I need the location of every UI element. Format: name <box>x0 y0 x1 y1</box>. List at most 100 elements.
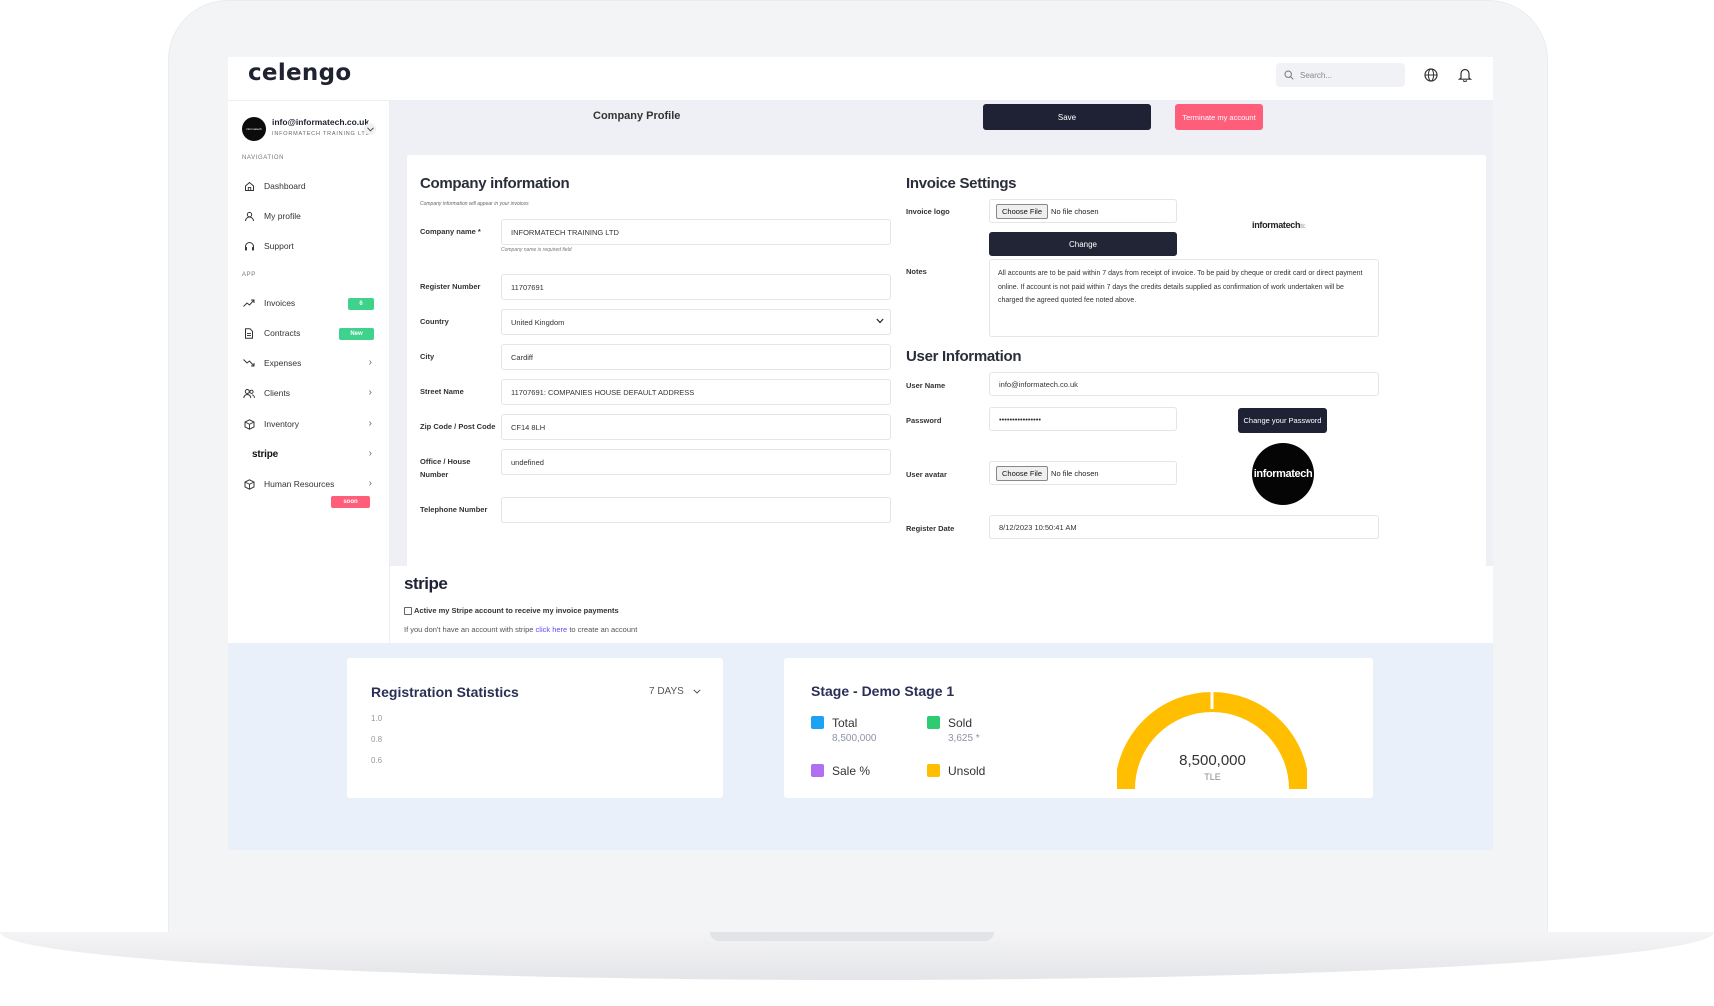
sidebar-item-label: Contracts <box>264 328 301 338</box>
stripe-note-prefix: If you don't have an account with stripe <box>404 625 534 634</box>
legend-swatch-sold <box>927 716 940 729</box>
human-resources-soon-badge: soon <box>331 496 370 508</box>
city-input[interactable]: Cardiff <box>501 344 891 370</box>
chevron-right-icon: › <box>368 418 372 429</box>
account-company: INFORMATECH TRAINING LTD <box>272 131 371 137</box>
stripe-click-here-link[interactable]: click here <box>535 625 568 634</box>
change-password-button[interactable]: Change your Password <box>1238 408 1327 433</box>
company-name-hint: Company name is required field <box>501 247 572 253</box>
street-name-input[interactable]: 11707691: COMPANIES HOUSE DEFAULT ADDRES… <box>501 379 891 405</box>
telephone-number-label: Telephone Number <box>420 505 488 514</box>
company-name-input[interactable]: INFORMATECH TRAINING LTD <box>501 219 891 245</box>
register-date-label: Register Date <box>906 524 955 533</box>
user-avatar: informatech <box>1252 443 1314 505</box>
stripe-activate-label: Active my Stripe account to receive my i… <box>414 606 619 615</box>
users-icon <box>242 386 256 400</box>
sidebar-item-inventory[interactable]: Inventory › <box>242 415 378 433</box>
sidebar-item-label: Human Resources <box>264 479 335 489</box>
country-select[interactable]: United Kingdom <box>501 309 891 335</box>
legend-value-sold: 3,625 * <box>948 733 980 744</box>
search-input[interactable]: Search... <box>1276 63 1405 87</box>
user-avatar-file-input[interactable]: Choose File No file chosen <box>989 461 1177 485</box>
invoice-settings-title: Invoice Settings <box>906 175 1017 192</box>
stripe-activate-checkbox[interactable]: Active my Stripe account to receive my i… <box>404 606 619 615</box>
legend-label-sold: Sold <box>948 716 973 730</box>
sidebar-item-support[interactable]: Support <box>242 237 378 255</box>
chevron-down-icon <box>876 318 884 324</box>
zip-code-input[interactable]: CF14 8LH <box>501 414 891 440</box>
sidebar-item-expenses[interactable]: Expenses › <box>242 354 378 372</box>
chevron-down-icon <box>693 689 701 694</box>
sidebar-item-clients[interactable]: Clients › <box>242 384 378 402</box>
legend-value-total: 8,500,000 <box>832 733 877 744</box>
period-dropdown-value: 7 DAYS <box>649 686 684 697</box>
user-name-label: User Name <box>906 381 946 390</box>
change-logo-button[interactable]: Change <box>989 232 1177 256</box>
notes-textarea[interactable]: All accounts are to be paid within 7 day… <box>989 259 1379 337</box>
chevron-right-icon: › <box>368 357 372 368</box>
sidebar-item-human-resources[interactable]: Human Resources › <box>242 475 378 493</box>
box-icon <box>242 477 256 491</box>
stage-title: Stage - Demo Stage 1 <box>811 683 955 699</box>
app-screen: celengo Search... informatech info@infor… <box>228 57 1493 850</box>
y-axis-tick: 0.8 <box>371 735 383 744</box>
sidebar-heading-navigation: NAVIGATION <box>242 155 285 161</box>
sidebar-item-label: Invoices <box>264 298 296 308</box>
account-avatar[interactable]: informatech <box>242 117 266 141</box>
password-label: Password <box>906 416 942 425</box>
registration-statistics-card: Registration Statistics 7 DAYS 1.0 0.8 0… <box>347 658 723 798</box>
stripe-card: stripe Active my Stripe account to recei… <box>390 566 1493 644</box>
sidebar-heading-app: APP <box>242 272 256 278</box>
invoices-count-badge: 6 <box>348 298 374 310</box>
sidebar-item-stripe[interactable]: stripe › <box>242 445 378 463</box>
sidebar-item-invoices[interactable]: Invoices 6 <box>242 294 378 312</box>
sidebar-item-label: Dashboard <box>264 181 306 191</box>
search-icon <box>1284 70 1294 80</box>
stage-card: Stage - Demo Stage 1 Total 8,500,000 Sol… <box>784 658 1373 798</box>
user-name-input[interactable]: info@informatech.co.uk <box>989 372 1379 396</box>
stripe-logo: stripe <box>252 448 279 460</box>
bell-icon[interactable] <box>1458 67 1472 82</box>
country-select-value: United Kingdom <box>511 317 565 327</box>
choose-file-button[interactable]: Choose File <box>996 465 1049 481</box>
telephone-number-input[interactable] <box>501 497 891 523</box>
company-information-subtitle: Company information will appear in your … <box>420 201 529 207</box>
choose-file-button[interactable]: Choose File <box>996 203 1049 219</box>
globe-icon[interactable] <box>1424 68 1438 82</box>
terminate-account-button[interactable]: Terminate my account <box>1175 104 1263 130</box>
y-axis-tick: 0.6 <box>371 756 383 765</box>
sidebar-item-label: Clients <box>264 388 290 398</box>
period-dropdown[interactable]: 7 DAYS <box>649 686 701 697</box>
account-menu-button[interactable] <box>364 123 376 135</box>
street-name-label: Street Name <box>420 387 464 396</box>
invoice-logo-label: Invoice logo <box>906 207 950 216</box>
invoice-logo-preview: informatechltc <box>1252 220 1306 230</box>
register-number-input[interactable]: 11707691 <box>501 274 891 300</box>
laptop-notch <box>710 932 994 941</box>
chevron-right-icon: › <box>368 448 372 459</box>
stage-donut-chart <box>1117 687 1307 790</box>
sidebar-item-contracts[interactable]: Contracts New <box>242 324 378 342</box>
checkbox[interactable] <box>404 606 412 615</box>
stripe-note: If you don't have an account with stripe… <box>404 625 637 634</box>
save-button[interactable]: Save <box>983 104 1151 130</box>
notes-label: Notes <box>906 267 927 276</box>
company-profile-card: Company information Company information … <box>407 155 1486 599</box>
no-file-chosen-text: No file chosen <box>1051 468 1099 478</box>
search-placeholder: Search... <box>1300 70 1333 80</box>
legend-label-unsold: Unsold <box>948 764 986 778</box>
donut-center-value: 8,500,000 <box>1179 752 1246 769</box>
trend-up-icon <box>242 296 256 310</box>
trend-down-icon <box>242 356 256 370</box>
legend-swatch-total <box>811 716 824 729</box>
password-input[interactable]: •••••••••••••••• <box>989 407 1177 431</box>
headset-icon <box>242 239 256 253</box>
sidebar-item-dashboard[interactable]: Dashboard <box>242 177 378 195</box>
office-house-number-input[interactable]: undefined <box>501 449 891 475</box>
sidebar-item-my-profile[interactable]: My profile <box>242 207 378 225</box>
legend-label-sale-percent: Sale % <box>832 764 871 778</box>
invoice-logo-file-input[interactable]: Choose File No file chosen <box>989 199 1177 223</box>
company-information-title: Company information <box>420 175 570 192</box>
app-logo[interactable]: celengo <box>248 60 352 86</box>
